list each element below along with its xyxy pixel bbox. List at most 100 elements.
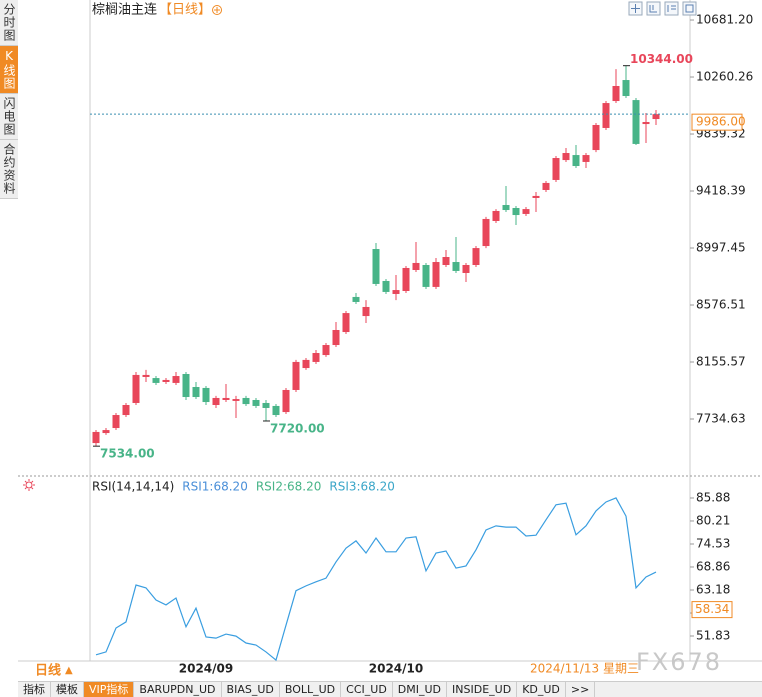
candle-body xyxy=(502,205,510,211)
indicator-tab[interactable]: VIP指标 xyxy=(84,682,135,697)
legend-entry: RSI3:68.20 xyxy=(329,480,395,494)
footer-period[interactable]: 日线 xyxy=(35,663,61,679)
y-tick-label: 74.53 xyxy=(696,536,730,550)
legend-entry: RSI1:68.20 xyxy=(182,480,248,494)
cursor-value-label: 58.34 xyxy=(695,602,729,616)
indicator-tab[interactable]: DMI_UD xyxy=(393,682,448,697)
candle-body xyxy=(552,158,560,180)
candle-body xyxy=(512,207,520,216)
candle-body xyxy=(472,248,480,265)
indicator-tab[interactable]: 模板 xyxy=(51,682,84,697)
candle-body xyxy=(582,155,590,162)
candle-body xyxy=(92,431,100,444)
indicator-tab[interactable]: >> xyxy=(566,682,596,697)
y-tick-label: 80.21 xyxy=(696,513,730,527)
candle-body xyxy=(232,399,240,401)
candle-body xyxy=(522,209,530,214)
candle-body xyxy=(442,257,450,265)
last-price-label: 9986.00 xyxy=(696,115,746,129)
candle-body xyxy=(152,378,160,383)
candle-body xyxy=(352,296,360,302)
y-tick-label: 63.18 xyxy=(696,582,730,596)
annotation-label: 10344.00 xyxy=(630,52,693,66)
candle-body xyxy=(102,430,110,434)
y-tick-label: 68.86 xyxy=(696,559,730,573)
candle-body xyxy=(332,329,340,346)
indicator-tab[interactable]: KD_UD xyxy=(517,682,566,697)
candle-body xyxy=(632,100,640,144)
candle-body xyxy=(642,122,650,125)
candle-body xyxy=(612,85,620,102)
y-tick-label: 51.83 xyxy=(696,629,730,643)
indicator-tab[interactable]: BIAS_UD xyxy=(222,682,280,697)
candle-body xyxy=(162,379,170,382)
candle-body xyxy=(402,267,410,291)
candle-body xyxy=(272,405,280,416)
indicator-tab[interactable]: 指标 xyxy=(18,682,51,697)
candle-body xyxy=(322,345,330,356)
period[interactable]: 【日线】 xyxy=(159,3,211,18)
candle-body xyxy=(422,264,430,287)
cursor-date: 2024/11/13 星期三 xyxy=(530,662,639,676)
watermark: FX678 xyxy=(636,648,722,676)
candle-body xyxy=(172,376,180,383)
candle-body xyxy=(372,249,380,284)
candle-body xyxy=(262,402,270,408)
rsi-title: RSI(14,14,14) xyxy=(92,480,174,494)
y-tick-label: 9418.39 xyxy=(696,184,746,198)
symbol: 棕榈油主连 xyxy=(92,2,157,18)
y-tick-label: 8576.51 xyxy=(696,298,746,312)
toolbar-icons[interactable] xyxy=(628,1,697,16)
candle-body xyxy=(142,374,150,377)
candle-body xyxy=(132,374,140,403)
sidebar-tab[interactable]: 合约资料 xyxy=(0,140,18,199)
candle-body xyxy=(362,306,370,317)
sidebar: 分时图 K线图 闪电图 合约资料 xyxy=(0,0,18,199)
annotation-label: 7534.00 xyxy=(100,447,155,461)
y-tick-label: 8997.45 xyxy=(696,241,746,255)
candle-body xyxy=(242,397,250,405)
candle-body xyxy=(292,361,300,390)
candle-body xyxy=(462,264,470,273)
period-arrow[interactable]: ▲ xyxy=(65,665,73,676)
indicator-tab[interactable]: CCI_UD xyxy=(341,682,393,697)
add-icon[interactable] xyxy=(212,5,223,15)
candle-body xyxy=(452,262,460,271)
candle-body xyxy=(222,397,230,400)
indicator-tab[interactable]: BARUPDN_UD xyxy=(134,682,222,697)
candle-body xyxy=(592,124,600,151)
candle-body xyxy=(602,103,610,128)
candle-body xyxy=(652,114,660,120)
candle-body xyxy=(412,262,420,271)
x-tick-label: 2024/10 xyxy=(369,662,423,676)
candle-body xyxy=(342,313,350,333)
sidebar-tab[interactable]: 分时图 xyxy=(0,0,18,46)
sidebar-tab[interactable]: 闪电图 xyxy=(0,94,18,140)
candle-body xyxy=(202,387,210,403)
candle-body xyxy=(282,389,290,413)
last-price-box xyxy=(691,113,743,131)
candle-body xyxy=(492,210,500,221)
candle-body xyxy=(212,397,220,406)
annotation-label: 7720.00 xyxy=(270,421,325,435)
candle-body xyxy=(542,182,550,190)
candle-body xyxy=(112,415,120,429)
candle-body xyxy=(562,153,570,161)
indicator-tab[interactable]: INSIDE_UD xyxy=(447,682,518,697)
candle-body xyxy=(122,405,130,416)
y-tick-label: 8155.57 xyxy=(696,355,746,369)
candle-body xyxy=(532,195,540,198)
indicator-tab[interactable]: BOLL_UD xyxy=(280,682,342,697)
y-tick-label: 10260.26 xyxy=(696,70,753,84)
y-tick-label: 10681.20 xyxy=(696,13,753,27)
indicator-tabs: 指标 模板 VIP指标 BARUPDN_UD BIAS_UD BOLL_UD CCI_UD D… xyxy=(18,681,762,697)
candle-body xyxy=(432,262,440,287)
settings-icon[interactable] xyxy=(23,479,35,491)
candle-body xyxy=(252,399,260,406)
legend-entry: RSI2:68.20 xyxy=(256,480,322,494)
candle-body xyxy=(192,386,200,398)
cursor-value-box xyxy=(691,601,733,619)
sidebar-tab[interactable]: K线图 xyxy=(0,46,18,94)
